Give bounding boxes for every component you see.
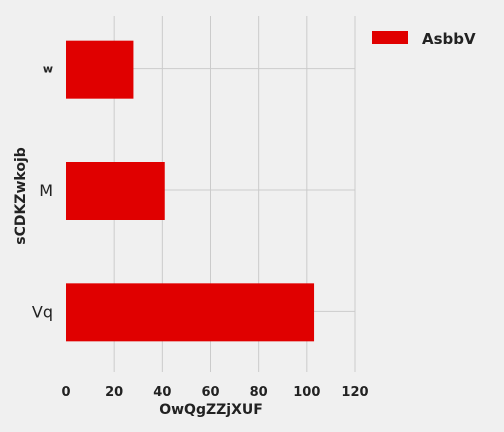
- legend: AsbbV: [372, 30, 476, 48]
- x-tick-label-20: 20: [105, 385, 123, 400]
- x-tick-label-80: 80: [250, 385, 268, 400]
- y-tick-label-w: w: [43, 63, 53, 76]
- bar-w: [66, 40, 134, 99]
- x-tick-label-120: 120: [341, 385, 368, 400]
- x-axis-label: OwQgZZjXUF: [159, 402, 263, 418]
- bars-layer: [66, 40, 315, 342]
- bar-Vq: [66, 283, 315, 342]
- x-tick-label-40: 40: [153, 385, 171, 400]
- x-tick-label-100: 100: [293, 385, 320, 400]
- x-tick-labels: 0 20 40 60 80 100 120: [61, 385, 368, 400]
- y-axis-label: sCDKZwkojb: [13, 147, 29, 245]
- y-tick-label-M: M: [39, 181, 53, 200]
- x-tick-label-60: 60: [201, 385, 219, 400]
- y-tick-label-Vq: Vq: [32, 302, 53, 321]
- y-tick-labels: w M Vq: [32, 63, 53, 322]
- x-tick-label-0: 0: [61, 385, 70, 400]
- legend-swatch: [372, 31, 408, 44]
- legend-label: AsbbV: [422, 30, 476, 48]
- bar-M: [66, 162, 165, 220]
